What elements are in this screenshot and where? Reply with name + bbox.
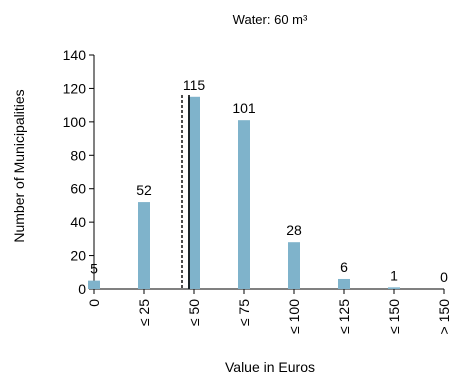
- bar: [238, 120, 250, 289]
- x-tick-label: ≤ 125: [336, 299, 352, 334]
- data-label: 1: [390, 267, 398, 283]
- x-tick-label: ≤ 25: [136, 299, 152, 326]
- y-tick-label: 20: [70, 248, 86, 264]
- data-label: 28: [286, 222, 302, 238]
- y-tick-label: 100: [63, 114, 87, 130]
- chart-title: Water: 60 m³: [233, 12, 308, 27]
- data-label: 52: [136, 182, 152, 198]
- reference-lines: [181, 95, 190, 289]
- x-tick-label: ≤ 75: [236, 299, 252, 326]
- y-tick-label: 120: [63, 80, 87, 96]
- x-tick-label: 0: [86, 299, 102, 307]
- data-label: 115: [183, 77, 206, 93]
- bars: [88, 96, 400, 290]
- x-tick-label: ≤ 50: [186, 299, 202, 326]
- data-label: 0: [440, 269, 448, 285]
- y-tick-label: 80: [70, 147, 86, 163]
- x-tick-label: > 150: [436, 299, 451, 335]
- x-tick-label: ≤ 100: [286, 299, 302, 334]
- data-label: 5: [90, 261, 98, 277]
- y-axis: 0 20 40 60 80 100 120 140: [63, 47, 95, 297]
- data-label: 101: [232, 100, 256, 116]
- data-labels: 5 52 115 101 28 6 1 0: [90, 77, 448, 285]
- bar: [138, 202, 150, 289]
- data-label: 6: [340, 259, 348, 275]
- y-axis-label: Number of Municipalities: [11, 89, 27, 242]
- bar: [288, 242, 300, 289]
- bar: [188, 96, 200, 290]
- x-axis-label: Value in Euros: [225, 359, 315, 375]
- y-tick-label: 140: [63, 47, 87, 63]
- y-tick-label: 0: [78, 281, 86, 297]
- y-tick-label: 60: [70, 181, 86, 197]
- bar: [88, 280, 100, 289]
- x-tick-label: ≤ 150: [386, 299, 402, 334]
- y-tick-label: 40: [70, 214, 86, 230]
- x-axis: 0 ≤ 25 ≤ 50 ≤ 75 ≤ 100 ≤ 125 ≤ 150 > 150: [86, 288, 451, 335]
- bar: [338, 278, 350, 289]
- bar: [388, 287, 400, 289]
